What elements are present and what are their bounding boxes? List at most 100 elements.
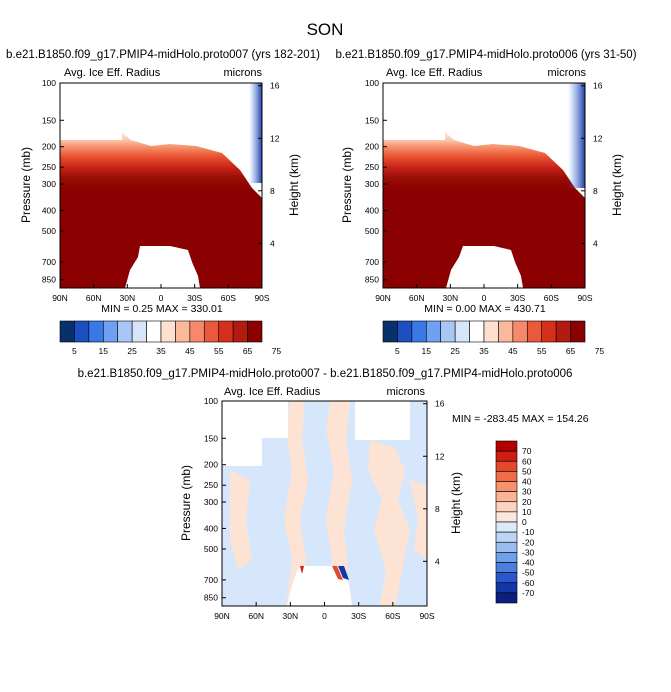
panel-3-y-ticks: 100 150 200 250 300 400 500 700 850 — [204, 396, 226, 603]
y-tick-label: 400 — [204, 523, 218, 533]
panel-2-stats: MIN = 0.00 MAX = 430.71 — [424, 303, 546, 315]
panel-3-ylabel: Pressure (mb) — [179, 465, 193, 541]
colorbar-swatch — [411, 320, 427, 343]
colorbar-swatch — [74, 320, 90, 343]
panel-3-y-ticks-right: 16 12 8 4 — [423, 399, 445, 566]
y-tick-label: 850 — [365, 275, 379, 285]
y-right-tick-label: 12 — [435, 451, 445, 461]
colorbar-swatch — [526, 320, 543, 343]
colorbar-label: 70 — [522, 446, 532, 456]
x-tick-label: 90N — [214, 611, 230, 621]
colorbar-swatch — [498, 320, 514, 343]
colorbar-swatch — [495, 582, 518, 594]
colorbar-label: 45 — [185, 346, 195, 356]
y-tick-label: 200 — [365, 142, 379, 152]
y-right-tick-label: 4 — [270, 238, 275, 248]
panel-3-stats: MIN = -283.45 MAX = 154.26 — [452, 413, 589, 425]
x-tick-label: 90S — [577, 293, 592, 303]
panel-1-title: b.e21.B1850.f09_g17.PMIP4-midHolo.proto0… — [6, 49, 320, 61]
panel-2-y-ticks-right: 16 12 8 4 — [581, 81, 603, 248]
panel-3-x-ticks: 90N 60N 30N 0 30S 60S 90S — [214, 602, 435, 621]
figure-title: SON — [307, 20, 344, 39]
x-tick-label: 0 — [159, 293, 164, 303]
y-tick-label: 850 — [204, 593, 218, 603]
colorbar-swatch — [495, 460, 518, 472]
colorbar-swatch — [425, 320, 442, 343]
panel-1-x-ticks: 90N 60N 30N 0 30S 60S 90S — [52, 284, 270, 303]
y-tick-label: 250 — [365, 162, 379, 172]
y-tick-label: 300 — [42, 179, 56, 189]
x-tick-label: 0 — [482, 293, 487, 303]
colorbar-swatch — [495, 552, 518, 563]
y-tick-label: 250 — [42, 162, 56, 172]
colorbar-label: 30 — [522, 487, 532, 497]
y-tick-label: 300 — [204, 497, 218, 507]
colorbar-swatch — [495, 592, 518, 604]
y-tick-label: 150 — [365, 115, 379, 125]
colorbar-swatch — [218, 320, 234, 343]
colorbar-swatch — [495, 471, 518, 482]
colorbar-swatch — [512, 320, 528, 343]
x-tick-label: 90N — [52, 293, 68, 303]
panel-3-missing-top-left — [222, 401, 288, 466]
x-tick-label: 90N — [375, 293, 391, 303]
colorbar-swatch — [247, 320, 263, 343]
y-tick-label: 100 — [204, 396, 218, 406]
panel-1-colorbar: 5 15 25 35 45 55 65 75 — [59, 320, 282, 356]
panel-3-patch-orange-4 — [230, 470, 252, 570]
panel-1: b.e21.B1850.f09_g17.PMIP4-midHolo.proto0… — [6, 49, 320, 356]
colorbar-swatch — [495, 541, 518, 553]
colorbar-label: -60 — [522, 578, 535, 588]
panel-2-missing-top-left — [383, 83, 445, 140]
y-right-tick-label: 12 — [270, 133, 280, 143]
panel-3-patch-orange-3 — [368, 440, 410, 606]
colorbar-swatch — [440, 320, 456, 343]
panel-1-missing-top-left — [60, 83, 122, 140]
panel-2-missing-bottom — [446, 246, 523, 288]
colorbar-swatch — [495, 562, 518, 573]
colorbar-label: 75 — [272, 346, 282, 356]
colorbar-label: 45 — [508, 346, 518, 356]
panel-2-field — [383, 83, 585, 288]
colorbar-label: -40 — [522, 558, 535, 568]
colorbar-swatch — [495, 440, 518, 452]
colorbar-swatch — [469, 320, 485, 343]
panel-2-ylabel-right: Height (km) — [610, 154, 624, 216]
panel-3-patch-orange-1 — [284, 401, 308, 606]
colorbar-swatch — [88, 320, 104, 343]
colorbar-label: 10 — [522, 507, 532, 517]
panel-3-diff-red-spot-2 — [332, 566, 343, 580]
y-tick-label: 500 — [365, 226, 379, 236]
y-tick-label: 150 — [204, 433, 218, 443]
colorbar-swatch — [397, 320, 413, 343]
colorbar-label: 0 — [522, 517, 527, 527]
panel-3: b.e21.B1850.f09_g17.PMIP4-midHolo.proto0… — [78, 368, 589, 621]
colorbar-swatch — [495, 481, 518, 492]
colorbar-swatch — [570, 320, 586, 343]
colorbar-label: 35 — [156, 346, 166, 356]
y-tick-label: 300 — [365, 179, 379, 189]
colorbar-label: 55 — [537, 346, 547, 356]
x-tick-label: 30S — [187, 293, 202, 303]
x-tick-label: 60S — [221, 293, 236, 303]
colorbar-label: 75 — [595, 346, 605, 356]
panel-3-variable: Avg. Ice Eff. Radius — [224, 386, 321, 398]
y-right-tick-label: 12 — [593, 133, 603, 143]
x-tick-label: 30S — [351, 611, 366, 621]
panel-2-colorbar: 5 15 25 35 45 55 65 75 — [382, 320, 605, 356]
panel-3-patch-orange-2 — [326, 401, 352, 606]
colorbar-swatch — [160, 320, 176, 343]
colorbar-label: -10 — [522, 527, 535, 537]
panel-1-ylabel: Pressure (mb) — [19, 147, 33, 223]
panel-3-title: b.e21.B1850.f09_g17.PMIP4-midHolo.proto0… — [78, 368, 573, 380]
x-tick-label: 30N — [120, 293, 136, 303]
colorbar-swatch — [189, 320, 205, 343]
panel-2-ylabel: Pressure (mb) — [340, 147, 354, 223]
colorbar-swatch — [483, 320, 499, 343]
colorbar-label: 5 — [395, 346, 400, 356]
y-tick-label: 700 — [42, 257, 56, 267]
x-tick-label: 30N — [283, 611, 299, 621]
y-tick-label: 150 — [42, 115, 56, 125]
colorbar-swatch — [232, 320, 248, 343]
colorbar-label: -20 — [522, 537, 535, 547]
